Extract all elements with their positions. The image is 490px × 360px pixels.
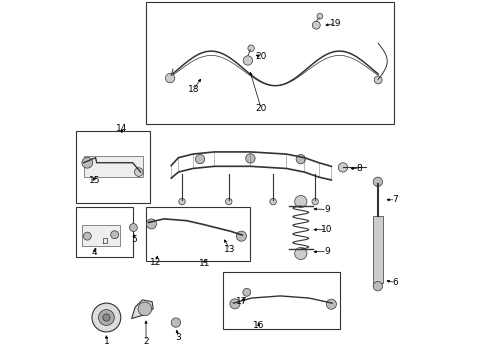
Text: 8: 8 [357,164,362,173]
Circle shape [243,56,252,65]
Text: 16: 16 [253,321,265,330]
Circle shape [312,198,318,205]
Circle shape [147,219,156,229]
Text: 5: 5 [131,235,137,244]
Circle shape [243,288,251,296]
Circle shape [225,198,232,205]
Text: 13: 13 [224,245,236,253]
Circle shape [82,157,93,168]
Text: 7: 7 [392,195,398,204]
Circle shape [338,163,347,172]
Circle shape [294,247,307,260]
Circle shape [236,231,246,241]
Bar [146,207,250,261]
Text: 4: 4 [92,248,98,257]
Text: 9: 9 [324,247,330,256]
Circle shape [248,45,254,51]
Text: 3: 3 [175,333,181,342]
Text: 14: 14 [116,125,127,134]
Polygon shape [132,300,153,319]
Circle shape [171,318,180,327]
Circle shape [103,314,110,321]
Bar [223,272,341,329]
Text: 20: 20 [255,53,267,62]
Text: 15: 15 [89,176,100,185]
Circle shape [270,198,276,205]
Circle shape [111,231,119,239]
Circle shape [373,282,383,291]
Text: 17: 17 [236,297,248,306]
Circle shape [98,310,114,325]
Circle shape [83,232,91,240]
Bar [82,225,120,246]
Text: 18: 18 [188,85,199,94]
Text: 20: 20 [255,104,267,113]
Circle shape [230,299,240,309]
Text: 11: 11 [199,259,210,268]
Bar [84,156,143,177]
Circle shape [317,13,323,19]
Circle shape [134,168,143,176]
Circle shape [179,198,185,205]
Bar [146,2,394,124]
Circle shape [312,21,320,29]
Circle shape [166,73,175,83]
Circle shape [129,224,137,231]
Circle shape [245,154,255,163]
Text: 6: 6 [392,278,398,287]
Circle shape [296,154,305,164]
Circle shape [294,195,307,208]
Circle shape [196,154,205,164]
Text: 10: 10 [321,225,333,234]
Text: 1: 1 [103,337,109,346]
Text: 12: 12 [150,258,161,266]
Text: 9: 9 [324,205,330,214]
Circle shape [374,76,382,84]
Text: 2: 2 [143,337,149,346]
Bar [373,216,383,283]
Bar [76,207,133,257]
Text: 19: 19 [330,19,342,28]
Bar [76,131,149,203]
Circle shape [326,299,337,309]
Circle shape [138,302,152,316]
Circle shape [92,303,121,332]
Circle shape [373,177,383,186]
